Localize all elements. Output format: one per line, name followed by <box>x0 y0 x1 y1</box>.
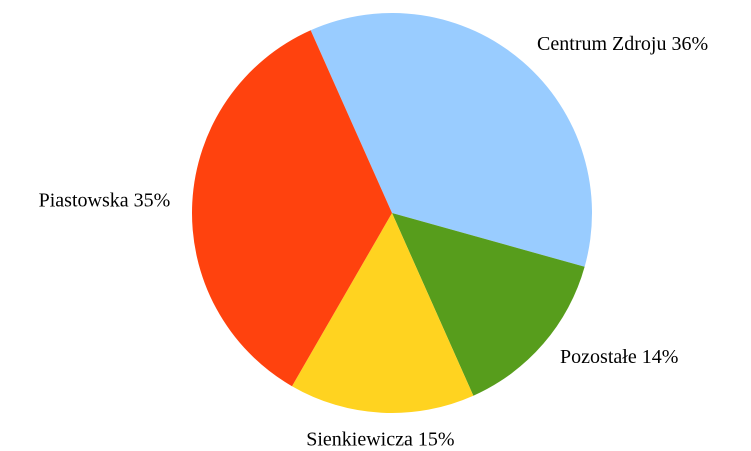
pie-slice <box>292 213 474 413</box>
slice-label: Pozostałe 14% <box>560 346 678 368</box>
pie-slice <box>392 213 585 396</box>
slice-name: Centrum Zdroju <box>537 33 666 55</box>
pie-slice <box>192 30 392 387</box>
slice-value: 35% <box>134 189 171 211</box>
slice-name: Pozostałe <box>560 346 637 368</box>
slice-name: Piastowska <box>39 189 129 211</box>
slice-value: 15% <box>418 428 455 450</box>
slice-value: 36% <box>671 33 708 55</box>
slice-name: Sienkiewicza <box>306 428 413 450</box>
slice-label: Piastowska 35% <box>39 189 171 211</box>
slice-value: 14% <box>642 346 679 368</box>
slice-label: Sienkiewicza 15% <box>306 428 454 450</box>
slice-label: Centrum Zdroju 36% <box>537 33 708 55</box>
pie-slice <box>310 13 592 267</box>
